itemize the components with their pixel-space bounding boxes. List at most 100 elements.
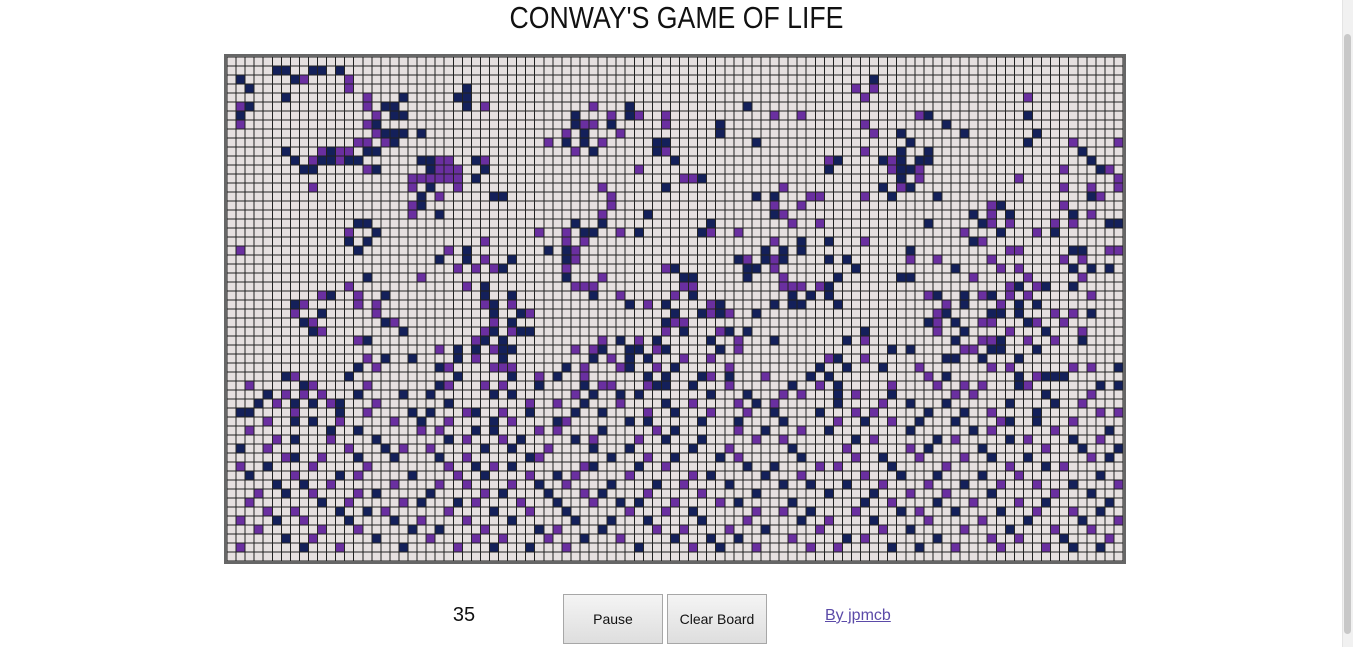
live-cell[interactable]: [480, 327, 490, 336]
live-cell[interactable]: [507, 516, 517, 525]
live-cell[interactable]: [1095, 507, 1105, 516]
live-cell[interactable]: [1059, 318, 1069, 327]
live-cell[interactable]: [833, 390, 843, 399]
live-cell[interactable]: [634, 543, 644, 552]
live-cell[interactable]: [1050, 525, 1060, 534]
live-cell[interactable]: [598, 525, 608, 534]
live-cell[interactable]: [905, 246, 915, 255]
live-cell[interactable]: [489, 327, 499, 336]
live-cell[interactable]: [1023, 381, 1033, 390]
live-cell[interactable]: [462, 453, 472, 462]
live-cell[interactable]: [335, 399, 345, 408]
live-cell[interactable]: [616, 399, 626, 408]
live-cell[interactable]: [851, 435, 861, 444]
live-cell[interactable]: [1032, 318, 1042, 327]
live-cell[interactable]: [643, 300, 653, 309]
live-cell[interactable]: [570, 219, 580, 228]
live-cell[interactable]: [534, 372, 544, 381]
live-cell[interactable]: [951, 417, 961, 426]
live-cell[interactable]: [299, 75, 309, 84]
live-cell[interactable]: [353, 291, 363, 300]
live-cell[interactable]: [1077, 327, 1087, 336]
live-cell[interactable]: [561, 507, 571, 516]
live-cell[interactable]: [978, 291, 988, 300]
live-cell[interactable]: [435, 363, 445, 372]
live-cell[interactable]: [1068, 435, 1078, 444]
live-cell[interactable]: [299, 516, 309, 525]
live-cell[interactable]: [471, 534, 481, 543]
live-cell[interactable]: [969, 426, 979, 435]
live-cell[interactable]: [1086, 309, 1096, 318]
live-cell[interactable]: [770, 336, 780, 345]
live-cell[interactable]: [914, 417, 924, 426]
live-cell[interactable]: [960, 345, 970, 354]
live-cell[interactable]: [290, 156, 300, 165]
live-cell[interactable]: [444, 417, 454, 426]
live-cell[interactable]: [344, 75, 354, 84]
live-cell[interactable]: [589, 462, 599, 471]
live-cell[interactable]: [833, 300, 843, 309]
live-cell[interactable]: [661, 399, 671, 408]
live-cell[interactable]: [507, 291, 517, 300]
live-cell[interactable]: [308, 489, 318, 498]
live-cell[interactable]: [625, 102, 635, 111]
live-cell[interactable]: [1014, 354, 1024, 363]
live-cell[interactable]: [905, 489, 915, 498]
live-cell[interactable]: [634, 462, 644, 471]
live-cell[interactable]: [715, 309, 725, 318]
live-cell[interactable]: [932, 498, 942, 507]
live-cell[interactable]: [335, 408, 345, 417]
live-cell[interactable]: [236, 408, 246, 417]
live-cell[interactable]: [905, 399, 915, 408]
live-cell[interactable]: [1113, 408, 1123, 417]
live-cell[interactable]: [1104, 453, 1114, 462]
live-cell[interactable]: [652, 525, 662, 534]
live-cell[interactable]: [779, 255, 789, 264]
live-cell[interactable]: [661, 345, 671, 354]
live-cell[interactable]: [543, 534, 553, 543]
live-cell[interactable]: [715, 453, 725, 462]
live-cell[interactable]: [507, 318, 517, 327]
scrollbar-thumb[interactable]: [1344, 34, 1351, 634]
live-cell[interactable]: [561, 255, 571, 264]
live-cell[interactable]: [643, 417, 653, 426]
live-cell[interactable]: [670, 426, 680, 435]
live-cell[interactable]: [788, 444, 798, 453]
live-cell[interactable]: [344, 84, 354, 93]
live-cell[interactable]: [489, 309, 499, 318]
live-cell[interactable]: [1095, 192, 1105, 201]
live-cell[interactable]: [815, 525, 825, 534]
live-cell[interactable]: [652, 426, 662, 435]
live-cell[interactable]: [607, 516, 617, 525]
live-cell[interactable]: [489, 264, 499, 273]
live-cell[interactable]: [932, 435, 942, 444]
live-cell[interactable]: [398, 327, 409, 336]
live-cell[interactable]: [697, 489, 707, 498]
live-cell[interactable]: [435, 156, 445, 165]
live-cell[interactable]: [634, 165, 644, 174]
live-cell[interactable]: [598, 138, 608, 147]
live-cell[interactable]: [1014, 534, 1024, 543]
live-cell[interactable]: [896, 165, 906, 174]
live-cell[interactable]: [634, 390, 644, 399]
live-cell[interactable]: [751, 192, 761, 201]
live-cell[interactable]: [724, 381, 734, 390]
live-cell[interactable]: [236, 111, 246, 120]
live-cell[interactable]: [652, 345, 662, 354]
live-cell[interactable]: [480, 291, 490, 300]
live-cell[interactable]: [534, 426, 544, 435]
live-cell[interactable]: [706, 390, 716, 399]
live-cell[interactable]: [797, 201, 807, 210]
live-cell[interactable]: [978, 336, 988, 345]
live-cell[interactable]: [317, 525, 327, 534]
live-cell[interactable]: [724, 327, 734, 336]
live-cell[interactable]: [480, 237, 490, 246]
live-cell[interactable]: [371, 363, 381, 372]
live-cell[interactable]: [797, 516, 807, 525]
live-cell[interactable]: [869, 516, 879, 525]
live-cell[interactable]: [426, 183, 436, 192]
live-cell[interactable]: [978, 444, 988, 453]
live-cell[interactable]: [1005, 462, 1015, 471]
live-cell[interactable]: [353, 489, 363, 498]
live-cell[interactable]: [344, 498, 354, 507]
